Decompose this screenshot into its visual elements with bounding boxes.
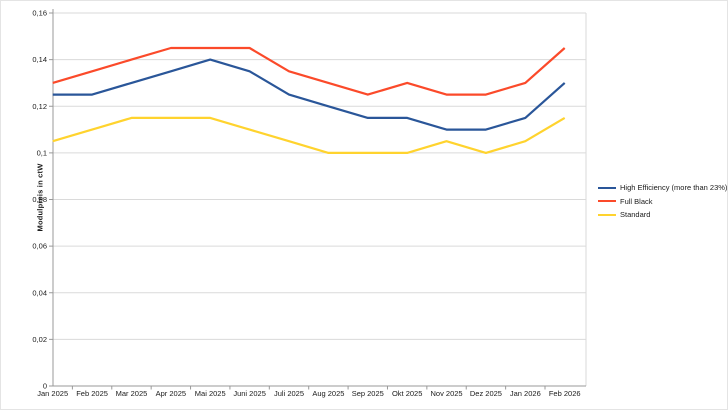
legend-line-swatch-blue [598, 186, 616, 189]
svg-text:Mai 2025: Mai 2025 [195, 389, 226, 398]
svg-text:0,08: 0,08 [32, 195, 47, 204]
legend-label: High Efficiency (more than 23%) [620, 183, 728, 193]
svg-text:Okt 2025: Okt 2025 [392, 389, 422, 398]
legend-item-full-black: Full Black [598, 195, 727, 209]
legend-line-swatch-red [598, 200, 616, 203]
svg-text:0,04: 0,04 [32, 288, 47, 297]
legend-label: Full Black [620, 196, 653, 206]
legend-line-swatch-yellow [598, 213, 616, 216]
svg-text:Nov 2025: Nov 2025 [430, 389, 462, 398]
svg-text:Sep 2025: Sep 2025 [352, 389, 384, 398]
svg-text:0: 0 [43, 382, 47, 391]
svg-text:Jan 2026: Jan 2026 [510, 389, 541, 398]
chart-legend: High Efficiency (more than 23%) Full Bla… [598, 181, 727, 222]
svg-text:0,1: 0,1 [37, 148, 47, 157]
svg-text:Apr 2025: Apr 2025 [156, 389, 186, 398]
svg-text:0,16: 0,16 [32, 9, 47, 18]
svg-text:Mar 2025: Mar 2025 [116, 389, 148, 398]
svg-text:Juli 2025: Juli 2025 [274, 389, 304, 398]
svg-text:Dez 2025: Dez 2025 [470, 389, 502, 398]
legend-label: Standard [620, 210, 651, 220]
legend-item-standard: Standard [598, 208, 727, 222]
legend-item-high-efficiency: High Efficiency (more than 23%) [598, 181, 727, 195]
svg-text:Aug 2025: Aug 2025 [312, 389, 344, 398]
svg-text:0,02: 0,02 [32, 335, 47, 344]
svg-text:0,12: 0,12 [32, 102, 47, 111]
svg-text:0,06: 0,06 [32, 242, 47, 251]
svg-text:0,14: 0,14 [32, 55, 47, 64]
svg-text:Jan 2025: Jan 2025 [37, 389, 68, 398]
svg-text:Feb 2026: Feb 2026 [549, 389, 581, 398]
svg-text:Juni 2025: Juni 2025 [233, 389, 266, 398]
svg-text:Feb 2025: Feb 2025 [76, 389, 108, 398]
